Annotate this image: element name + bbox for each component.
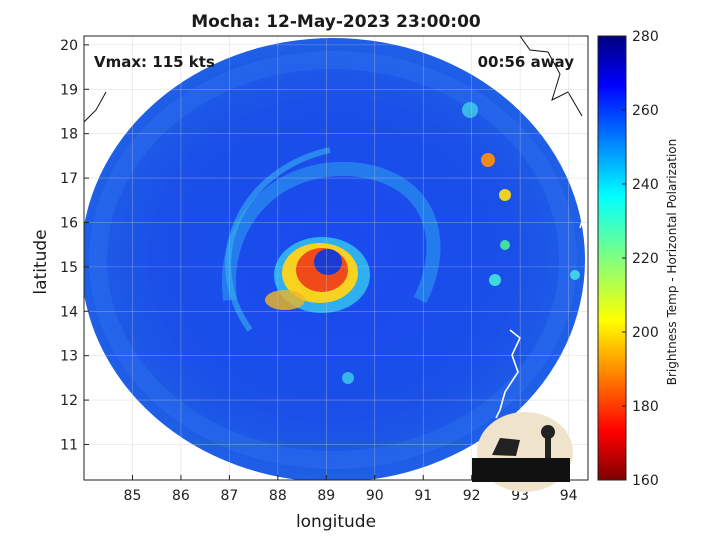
y-tick-label: 12 <box>60 393 78 409</box>
x-axis-label: longitude <box>295 512 377 532</box>
x-tick-label: 93 <box>511 488 529 504</box>
chart-title: Mocha: 12-May-2023 23:00:00 <box>191 12 481 32</box>
logo-text: CIMSS <box>494 466 558 479</box>
y-tick-label: 20 <box>60 38 78 54</box>
time-offset-label: 00:56 away <box>477 53 574 71</box>
colorbar-tick-label: 220 <box>632 251 659 267</box>
vmax-label: Vmax: 115 kts <box>94 53 215 71</box>
colorbar-tick-label: 280 <box>632 29 659 45</box>
colorbar-tick-label: 180 <box>632 399 659 415</box>
y-axis-label: latitude <box>31 229 51 295</box>
y-tick-label: 19 <box>60 82 78 98</box>
satellite-swath <box>84 38 585 480</box>
colorbar-ticks: 160 180 200 220 240 260 280 <box>622 29 659 489</box>
colorbar-tick-label: 260 <box>632 103 659 119</box>
colorbar-tick-label: 240 <box>632 177 659 193</box>
x-tick-label: 94 <box>560 488 578 504</box>
x-tick-label: 85 <box>124 488 142 504</box>
colorbar-label: Brightness Temp - Horizontal Polarizatio… <box>665 138 679 386</box>
x-tick-label: 92 <box>463 488 481 504</box>
colorbar-tick-label: 160 <box>632 473 659 489</box>
y-tick-label: 14 <box>60 304 78 320</box>
x-tick-label: 88 <box>269 488 287 504</box>
y-tick-label: 13 <box>60 349 78 365</box>
cimss-logo <box>472 412 573 492</box>
colorbar <box>597 35 627 481</box>
y-tick-label: 15 <box>60 260 78 276</box>
y-axis: 11 12 13 14 15 16 17 18 19 20 <box>60 38 89 453</box>
plot-frame <box>83 35 589 481</box>
x-tick-label: 89 <box>317 488 335 504</box>
y-tick-label: 18 <box>60 127 78 143</box>
grid <box>84 36 588 480</box>
x-tick-label: 86 <box>172 488 190 504</box>
x-tick-label: 90 <box>366 488 384 504</box>
x-tick-label: 91 <box>414 488 432 504</box>
x-tick-label: 87 <box>220 488 238 504</box>
colorbar-tick-label: 200 <box>632 325 659 341</box>
coastline-land <box>84 36 583 123</box>
y-tick-label: 16 <box>60 215 78 231</box>
y-tick-label: 11 <box>60 437 78 453</box>
y-tick-label: 17 <box>60 171 78 187</box>
